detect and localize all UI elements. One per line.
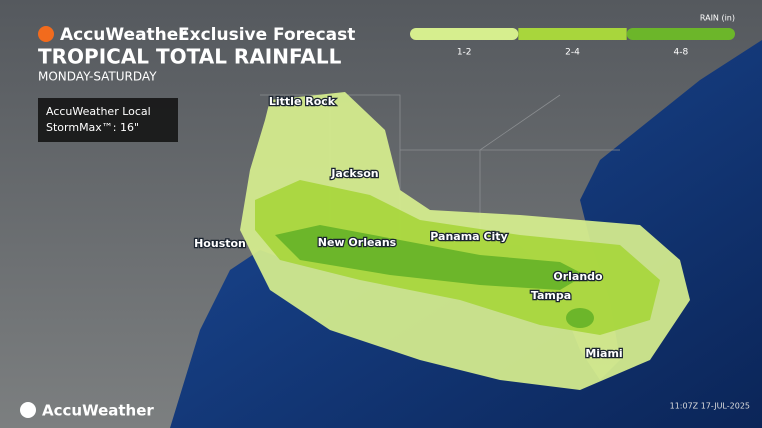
city-label: New Orleans — [318, 236, 397, 249]
legend-swatch — [626, 28, 735, 40]
city-label: Panama City — [430, 230, 507, 243]
city-label: Tampa — [531, 289, 571, 302]
legend-label: 1-2 — [457, 48, 472, 58]
city-label: Orlando — [553, 270, 603, 283]
rain-zone-4-8 — [275, 225, 585, 290]
legend-swatch — [410, 28, 519, 40]
title: TROPICAL TOTAL RAINFALL — [38, 45, 342, 69]
city-label: Jackson — [330, 167, 378, 180]
city-label: Houston — [194, 237, 246, 250]
legend-title: RAIN (in) — [700, 14, 735, 23]
tagline: Exclusive Forecast — [178, 25, 355, 45]
ocean — [170, 40, 762, 428]
info-box — [38, 98, 178, 142]
legend: 1-2 2-4 4-8 — [410, 28, 735, 58]
footer-icon — [20, 402, 36, 418]
legend-label: 2-4 — [565, 48, 580, 58]
info-line: StormMax™: 16" — [46, 121, 139, 134]
legend-swatch — [518, 28, 627, 40]
footer-logo: AccuWeather — [42, 402, 154, 420]
timestamp: 11:07Z 17-JUL-2025 — [670, 402, 750, 411]
subtitle: MONDAY-SATURDAY — [38, 70, 157, 84]
brand-icon — [38, 26, 54, 42]
city-label: Little Rock — [269, 95, 336, 108]
brand: AccuWeather — [60, 25, 187, 45]
info-line: AccuWeather Local — [46, 105, 151, 118]
city-label: Miami — [585, 347, 622, 360]
rain-zone-4-8 — [566, 308, 594, 328]
legend-label: 4-8 — [673, 48, 688, 58]
